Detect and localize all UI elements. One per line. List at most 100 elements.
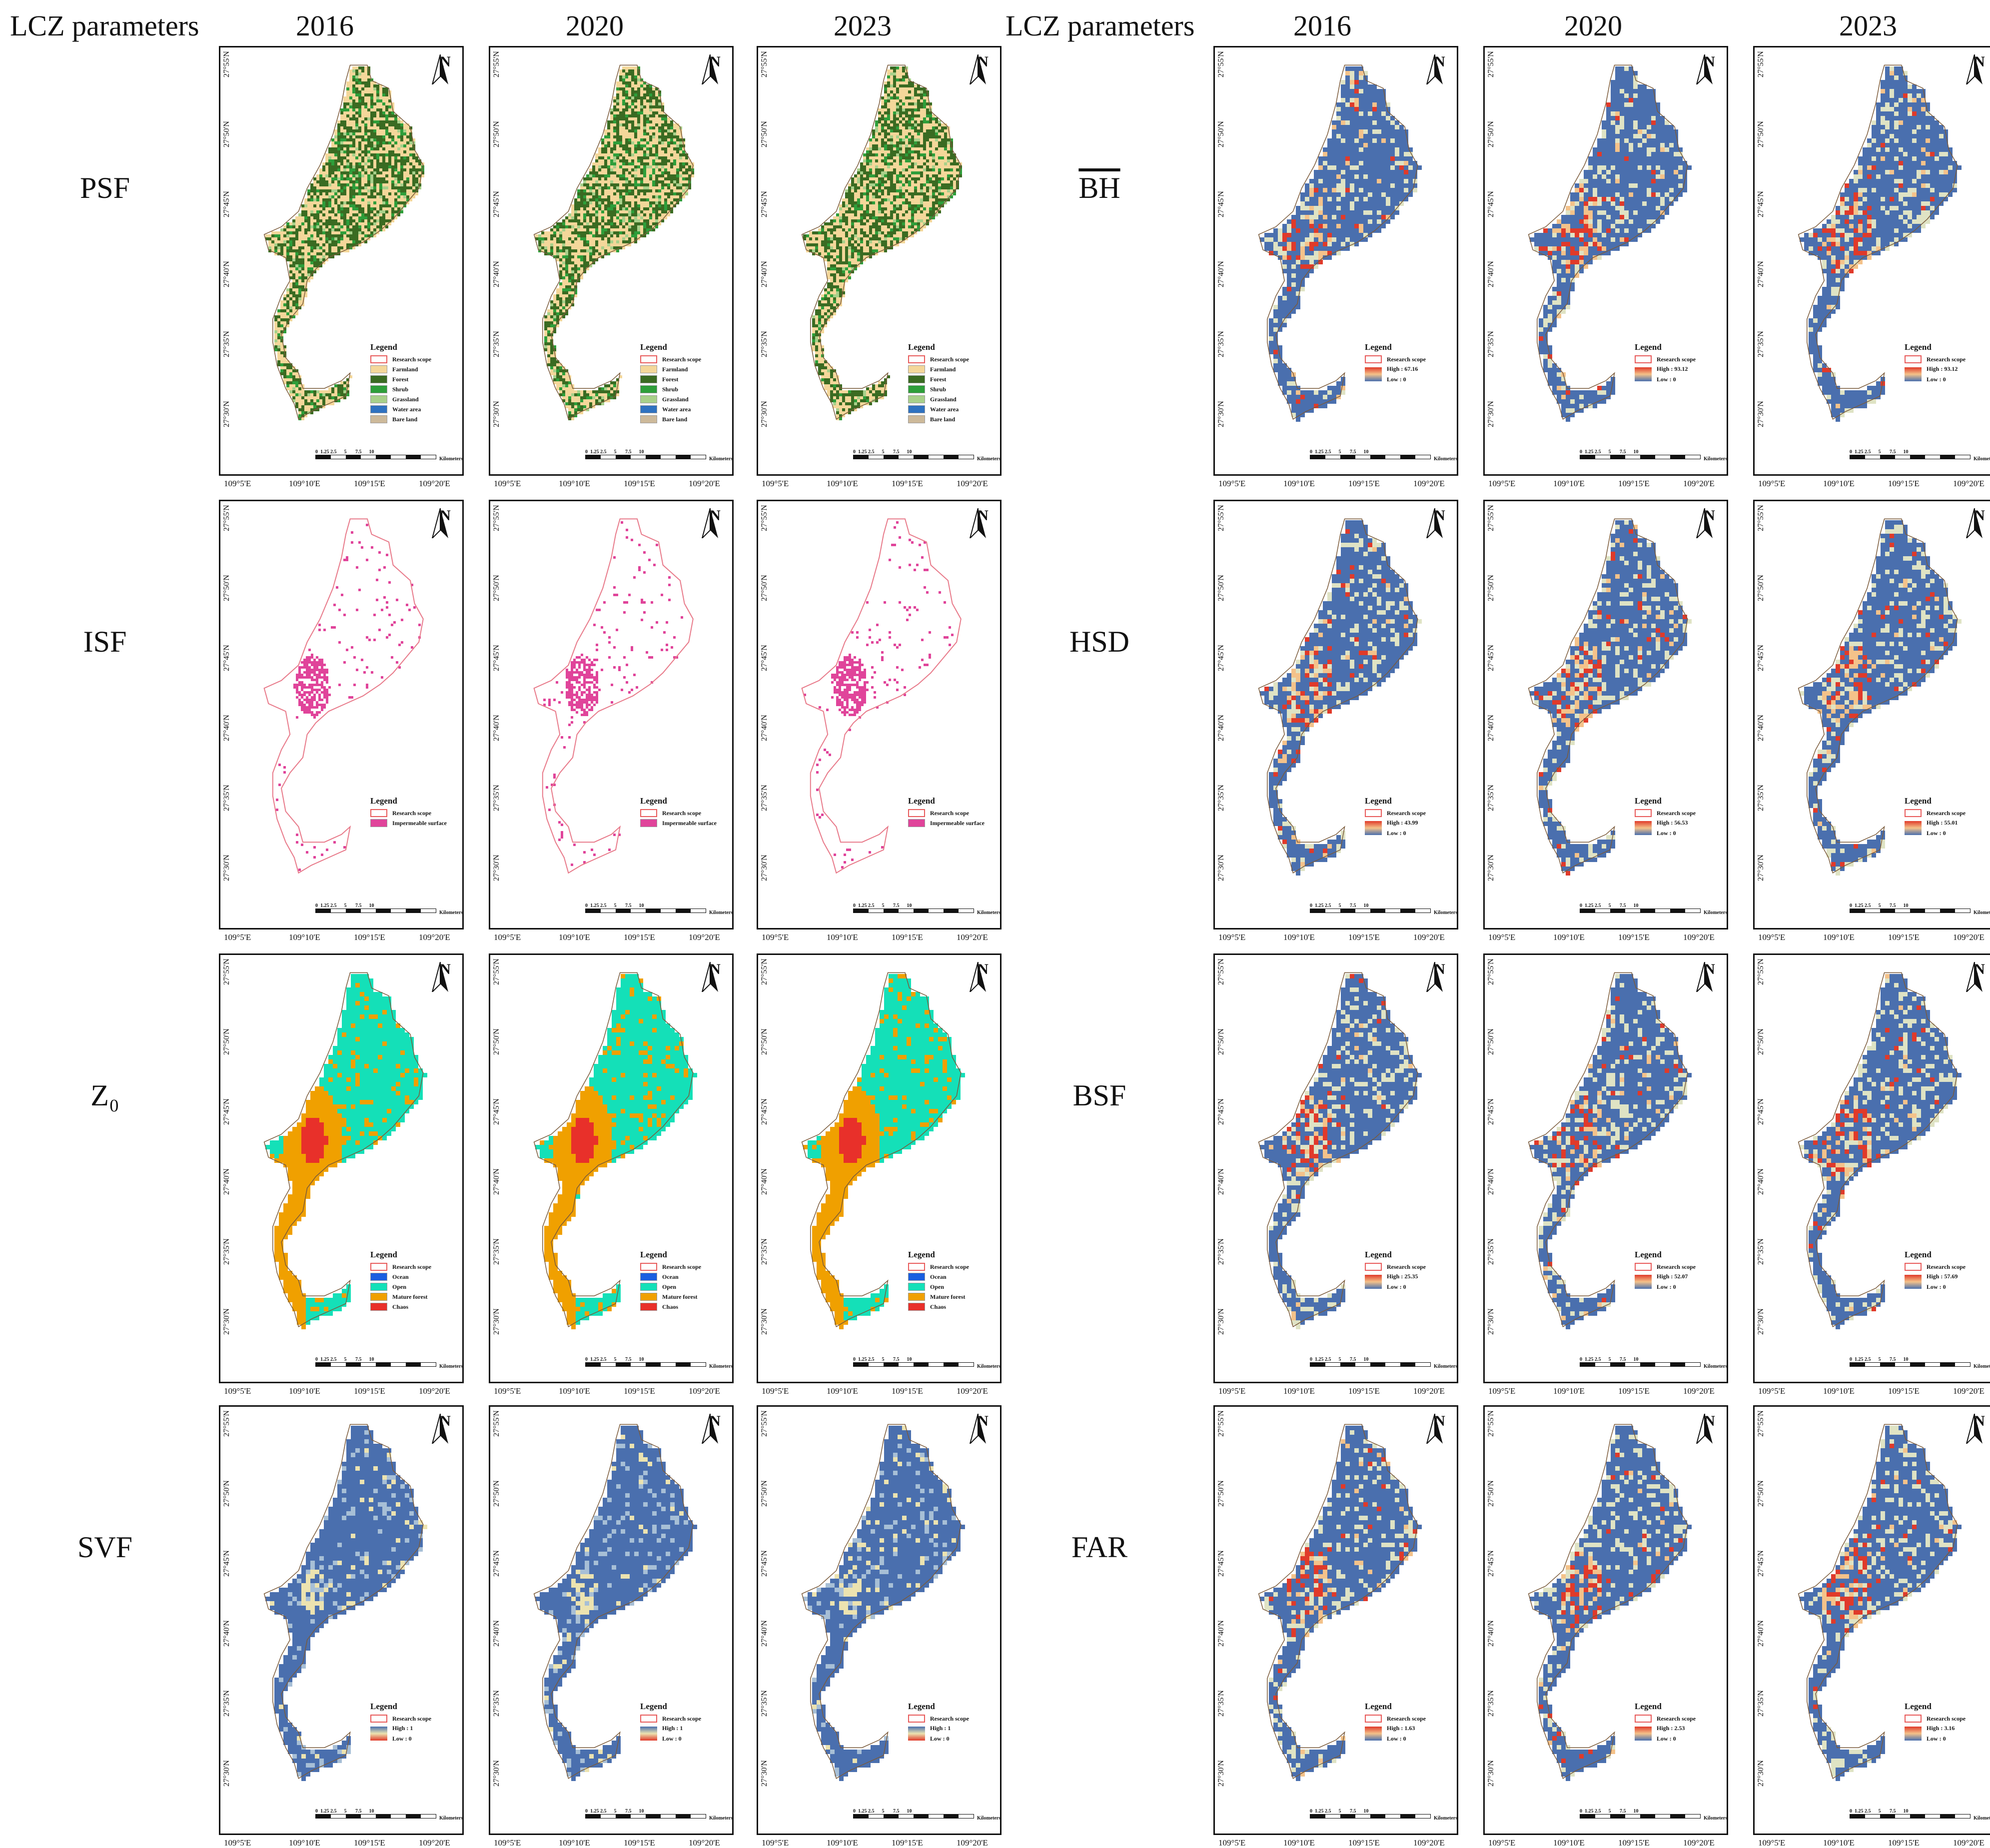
- map-cell: [601, 183, 604, 186]
- map-cell: [622, 231, 625, 234]
- map-cell: [917, 153, 920, 156]
- map-cell: [412, 180, 415, 183]
- map-cell: [328, 237, 331, 240]
- map-cell: [343, 114, 346, 117]
- map-cell: [899, 138, 902, 141]
- map-cell: [592, 168, 595, 171]
- map-cell: [364, 123, 367, 126]
- map-cell: [571, 207, 574, 210]
- map-cell: [685, 159, 688, 162]
- map-cell: [355, 138, 358, 141]
- map-cell: [406, 165, 409, 168]
- map-cell: [274, 315, 277, 318]
- map-cell: [640, 93, 643, 96]
- map-cell: [655, 141, 658, 144]
- map-cell: [878, 120, 881, 123]
- map-cell: [331, 222, 334, 225]
- map-cell: [304, 408, 307, 411]
- map-cell: [358, 183, 361, 186]
- map-cell: [646, 135, 649, 138]
- map-cell: [379, 87, 382, 90]
- map-cell: [649, 144, 652, 147]
- map-cell: [637, 87, 640, 90]
- map-cell: [896, 156, 899, 159]
- map-cell: [568, 246, 571, 249]
- map-cell: [652, 93, 655, 96]
- map-cell: [346, 168, 349, 171]
- map-cell: [941, 156, 944, 159]
- map-cell: [607, 249, 610, 252]
- map-cell: [286, 252, 289, 255]
- map-cell: [358, 69, 361, 72]
- map-cell: [637, 192, 640, 195]
- map-cell: [307, 207, 310, 210]
- map-cell: [403, 165, 406, 168]
- map-cell: [571, 402, 574, 405]
- map-cell: [565, 282, 568, 285]
- map-cell: [361, 159, 364, 162]
- map-cell: [619, 153, 622, 156]
- map-cell: [896, 138, 899, 141]
- map-cell: [920, 96, 923, 99]
- map-cell: [394, 126, 397, 129]
- map-cell: [319, 183, 322, 186]
- map-cell: [670, 192, 673, 195]
- map-cell: [550, 231, 553, 234]
- map-cell: [637, 81, 640, 84]
- map-cell: [634, 150, 637, 153]
- map-cell: [923, 150, 926, 153]
- map-cell: [358, 138, 361, 141]
- map-cell: [640, 216, 643, 219]
- map-cell: [295, 294, 298, 297]
- map-cell: [379, 168, 382, 171]
- map-cell: [565, 258, 568, 261]
- map-cell: [917, 162, 920, 165]
- map-cell: [658, 165, 661, 168]
- map-cell: [881, 120, 884, 123]
- map-cell: [295, 282, 298, 285]
- map-cell: [289, 291, 292, 294]
- map-cell: [562, 294, 565, 297]
- map-cell: [649, 129, 652, 132]
- map-cell: [616, 186, 619, 189]
- map-cell: [388, 105, 391, 108]
- map-cell: [376, 108, 379, 111]
- map-cell: [295, 249, 298, 252]
- map-cell: [634, 210, 637, 213]
- map-cell: [568, 393, 571, 396]
- map-cell: [367, 78, 370, 81]
- map-cell: [625, 201, 628, 204]
- map-cell: [625, 144, 628, 147]
- map-cell: [637, 210, 640, 213]
- map-cell: [616, 96, 619, 99]
- map-cell: [337, 141, 340, 144]
- map-cell: [544, 348, 547, 351]
- map-cell: [667, 198, 670, 201]
- map-cell: [568, 276, 571, 279]
- map-cell: [652, 180, 655, 183]
- map-cell: [622, 159, 625, 162]
- map-cell: [388, 138, 391, 141]
- map-cell: [619, 195, 622, 198]
- map-cell: [370, 198, 373, 201]
- map-cell: [571, 291, 574, 294]
- map-cell: [388, 141, 391, 144]
- map-cell: [577, 192, 580, 195]
- map-cell: [379, 174, 382, 177]
- map-cell: [391, 126, 394, 129]
- map-cell: [319, 234, 322, 237]
- map-cell: [944, 144, 947, 147]
- map-cell: [343, 153, 346, 156]
- map-cell: [331, 186, 334, 189]
- map-cell: [896, 153, 899, 156]
- map-cell: [616, 90, 619, 93]
- map-cell: [346, 126, 349, 129]
- map-cell: [301, 210, 304, 213]
- map-cell: [649, 108, 652, 111]
- map-cell: [908, 144, 911, 147]
- map-cell: [346, 393, 349, 396]
- map-cell: [337, 174, 340, 177]
- map-cell: [382, 156, 385, 159]
- map-cell: [391, 213, 394, 216]
- map-cell: [649, 195, 652, 198]
